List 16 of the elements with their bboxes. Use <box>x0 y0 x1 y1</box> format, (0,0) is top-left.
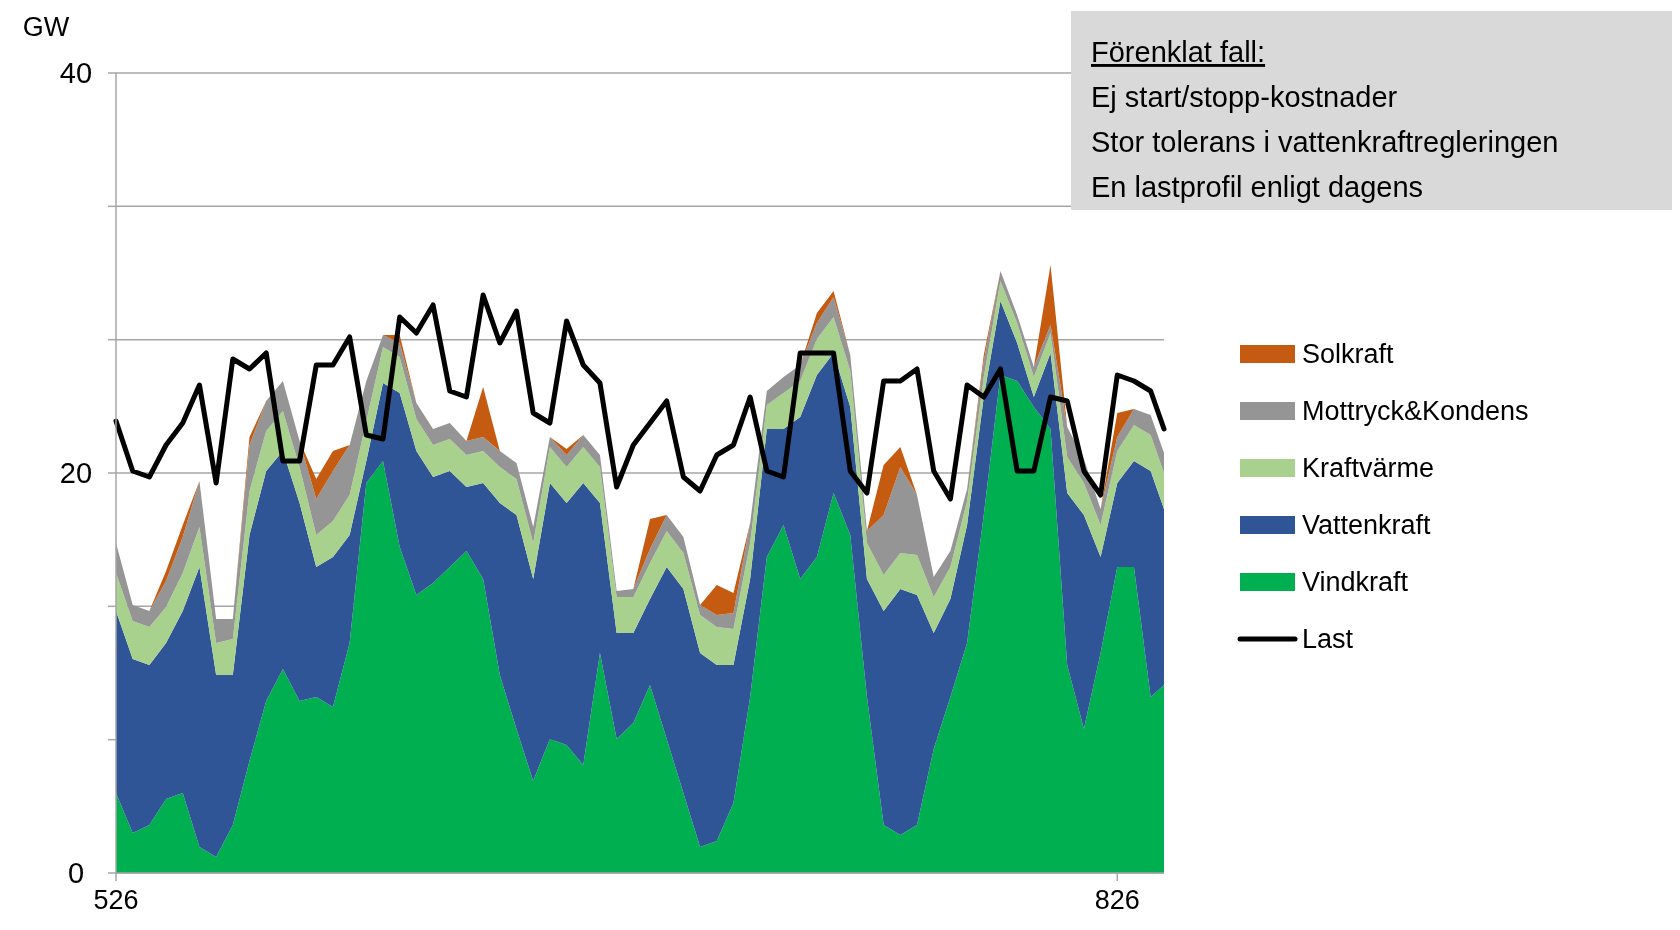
legend-label: Last <box>1302 624 1354 655</box>
y-tick-label: 20 <box>59 457 93 490</box>
x-tick-label: 526 <box>93 885 139 915</box>
legend-label: Kraftvärme <box>1302 453 1435 484</box>
text: Förenklat fall: <box>1091 36 1266 68</box>
y-tick-label: 0 <box>67 857 85 890</box>
x-tick-label: 826 <box>1094 885 1140 915</box>
y-tick-label: 40 <box>59 57 93 90</box>
legend-label: Vattenkraft <box>1302 510 1432 541</box>
legend-label: Vindkraft <box>1302 567 1409 598</box>
y-axis-title: GW <box>22 12 70 42</box>
annotation: Ej start/stopp-kostnader <box>1091 81 1398 113</box>
legend-label: Solkraft <box>1302 339 1395 370</box>
annotation: En lastprofil enligt dagens <box>1091 171 1424 203</box>
legend-label: Mottryck&Kondens <box>1302 396 1529 427</box>
annotation: Stor tolerans i vattenkraftregleringen <box>1091 126 1559 158</box>
